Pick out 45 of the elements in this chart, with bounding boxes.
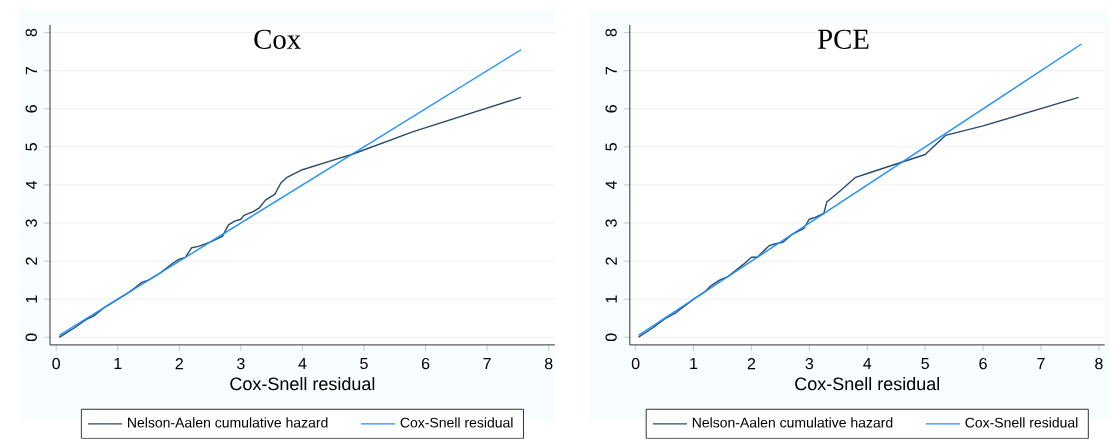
x-tick-label: 7 [1037,358,1045,370]
x-tick-label: 5 [921,358,929,370]
x-tick-label: 2 [747,358,756,370]
x-axis-title: Cox-Snell residual [230,377,375,391]
legend-label: Cox-Snell residual [965,417,1078,428]
y-tick-label: 8 [605,28,617,37]
y-tick-label: 2 [605,257,617,265]
y-tick-label: 3 [25,219,37,227]
legend-label: Cox-Snell residual [400,417,513,428]
x-tick-label: 0 [52,358,60,370]
line-series [637,96,1080,339]
y-tick-label: 3 [605,219,617,227]
chart-title: Cox [254,29,301,50]
x-tick-label: 1 [690,358,698,370]
y-tick-label: 4 [605,181,617,190]
x-tick-label: 2 [175,358,183,370]
x-tick-label: 3 [237,358,245,370]
x-tick-label: 4 [298,358,307,370]
y-tick-label: 0 [25,333,37,342]
chart-title: PCE [817,29,869,50]
y-tick-label: 8 [25,28,37,37]
y-tick-label: 4 [25,181,37,190]
x-tick-label: 6 [421,358,430,370]
x-tick-label: 5 [360,358,368,370]
y-tick-label: 1 [25,295,37,303]
y-tick-label: 1 [605,295,617,303]
x-tick-label: 1 [114,358,122,370]
y-tick-label: 6 [605,105,617,113]
y-tick-label: 5 [25,143,37,151]
x-tick-label: 7 [483,358,491,370]
x-axis-title: Cox-Snell residual [795,377,940,391]
y-tick-label: 0 [605,333,617,342]
x-tick-label: 4 [863,358,872,370]
legend-label: Nelson-Aalen cumulative hazard [128,417,328,428]
y-tick-label: 7 [25,67,37,75]
y-tick-label: 6 [25,105,37,113]
x-tick-label: 0 [631,358,640,370]
x-tick-label: 3 [805,358,814,370]
x-tick-label: 6 [979,358,987,370]
legend-label: Nelson-Aalen cumulative hazard [692,417,893,428]
y-tick-label: 2 [25,257,37,265]
x-tick-label: 8 [1095,358,1103,370]
y-tick-label: 7 [605,67,617,75]
y-tick-label: 5 [605,143,617,151]
x-tick-label: 8 [544,358,553,370]
